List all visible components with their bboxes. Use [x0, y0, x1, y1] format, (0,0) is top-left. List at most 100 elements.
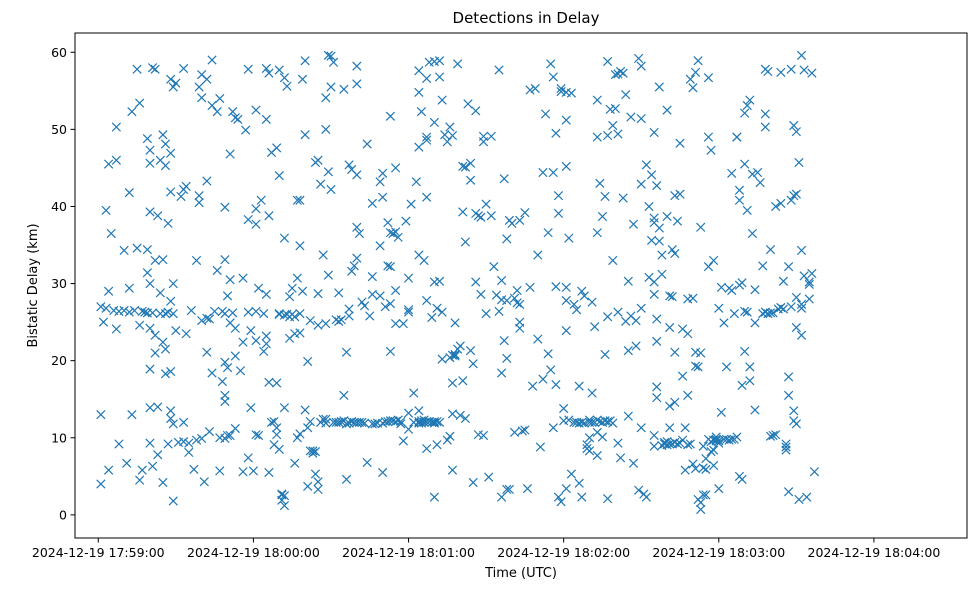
data-point: [776, 198, 786, 209]
data-point: [440, 130, 450, 140]
data-point: [220, 309, 230, 319]
data-point: [158, 337, 168, 347]
data-point: [103, 286, 114, 296]
data-point: [473, 211, 483, 221]
data-point: [300, 405, 310, 415]
data-point: [626, 112, 636, 122]
data-point: [220, 255, 230, 265]
data-point: [618, 193, 628, 203]
data-point: [264, 211, 274, 221]
data-point: [158, 477, 168, 488]
data-point: [434, 276, 445, 286]
data-point: [515, 299, 525, 310]
data-point: [564, 233, 574, 243]
data-point: [166, 187, 176, 197]
data-point: [416, 107, 427, 117]
data-point: [202, 176, 212, 186]
data-point: [414, 66, 424, 76]
data-point: [432, 440, 442, 450]
data-point: [300, 56, 310, 66]
data-point: [103, 159, 114, 169]
data-point: [277, 489, 287, 499]
data-point: [341, 347, 352, 357]
data-point: [727, 285, 737, 296]
data-point: [752, 167, 763, 178]
data-point: [721, 362, 732, 372]
data-point: [269, 416, 279, 427]
data-point: [344, 311, 354, 321]
data-point: [98, 317, 109, 327]
data-point: [714, 484, 724, 494]
data-point: [577, 417, 587, 427]
data-point: [737, 380, 747, 390]
data-point: [499, 174, 509, 184]
data-point: [740, 346, 750, 357]
data-point: [359, 418, 370, 428]
x-tick-label: 2024-12-19 18:04:00: [808, 545, 941, 560]
data-point: [103, 465, 114, 475]
data-point: [328, 57, 339, 67]
data-point: [636, 303, 646, 313]
data-point: [450, 318, 460, 328]
data-point: [403, 424, 414, 434]
data-point: [432, 416, 442, 427]
data-point: [667, 292, 677, 302]
data-point: [390, 285, 401, 296]
data-point: [786, 302, 796, 312]
data-point: [378, 168, 388, 178]
data-point: [714, 436, 724, 446]
data-point: [496, 492, 507, 502]
data-point: [445, 122, 455, 132]
x-axis-label: Time (UTC): [484, 566, 557, 581]
data-point: [460, 162, 471, 172]
data-point: [321, 319, 331, 329]
data-point: [287, 283, 297, 293]
data-point: [251, 219, 261, 229]
data-point: [665, 401, 675, 411]
data-point: [494, 65, 504, 75]
data-point: [326, 51, 336, 61]
data-point: [447, 350, 458, 360]
data-point: [347, 266, 357, 276]
data-point: [145, 438, 155, 448]
data-point: [455, 410, 465, 421]
data-point: [546, 365, 556, 375]
data-point: [786, 195, 796, 205]
data-point: [796, 245, 807, 256]
data-point: [502, 484, 512, 495]
data-point: [799, 65, 809, 75]
data-point: [246, 325, 256, 336]
data-point: [680, 465, 690, 475]
data-point: [233, 114, 243, 124]
data-point: [300, 130, 310, 140]
data-point: [419, 255, 429, 266]
data-point: [672, 439, 683, 449]
data-point: [561, 115, 571, 125]
data-point: [388, 228, 398, 239]
chart-title: Detections in Delay: [453, 9, 600, 27]
data-point: [613, 129, 623, 139]
data-point: [411, 177, 421, 187]
data-point: [429, 492, 440, 502]
data-point: [315, 179, 326, 189]
data-point: [96, 479, 106, 489]
data-point: [502, 353, 512, 363]
data-point: [551, 379, 561, 390]
data-point: [274, 444, 284, 454]
data-point: [701, 490, 711, 500]
data-point: [178, 417, 189, 427]
data-point: [809, 467, 820, 477]
data-point: [321, 414, 331, 424]
data-point: [264, 467, 274, 478]
data-point: [378, 192, 388, 202]
data-point: [442, 137, 452, 147]
data-point: [615, 66, 626, 77]
data-point: [688, 459, 698, 469]
data-point: [517, 426, 527, 436]
data-point: [478, 137, 489, 147]
data-point: [207, 55, 217, 65]
data-point: [665, 423, 675, 433]
data-point: [737, 278, 747, 288]
data-point: [243, 307, 253, 317]
data-point: [716, 282, 727, 293]
